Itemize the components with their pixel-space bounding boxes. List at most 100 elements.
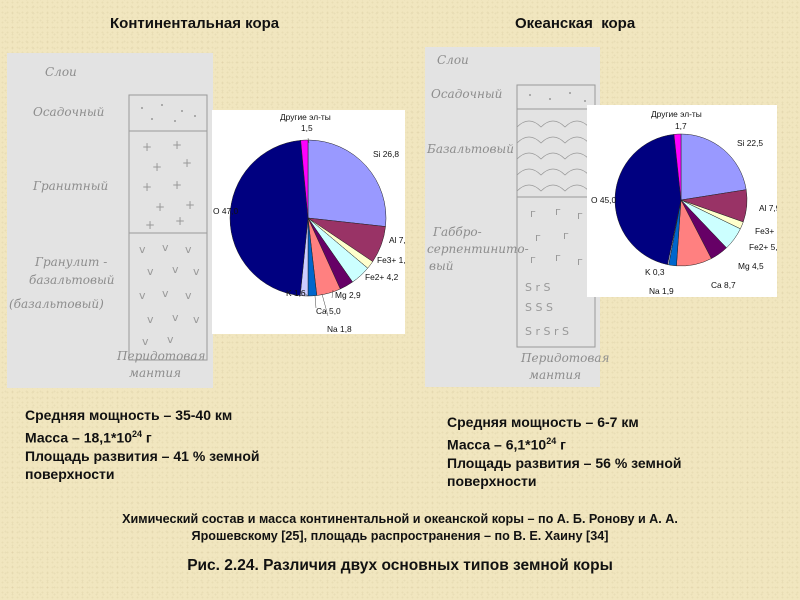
svg-text:г: г [555, 251, 561, 264]
svg-text:v: v [193, 313, 200, 326]
oceanic-label-o: O 45,0 [591, 195, 616, 205]
oceanic-layer-mantle-2: мантия [529, 368, 582, 382]
continental-label-na: Na 1,8 [327, 324, 352, 334]
source-caption-line2: Ярошевскому [25], площадь распространени… [191, 529, 609, 543]
continental-layers-header: Слои [45, 65, 77, 79]
svg-text:v: v [167, 333, 174, 346]
svg-text:+: + [182, 156, 192, 170]
continental-area-2: поверхности [25, 466, 115, 483]
oceanic-pie-slice-0 [680, 133, 747, 201]
svg-text:+: + [172, 138, 182, 152]
continental-label-k: K 1,6 [286, 288, 306, 298]
svg-text:v: v [142, 335, 149, 348]
oceanic-label-mg: Mg 4,5 [738, 261, 764, 271]
continental-pie-slice-9 [300, 139, 309, 219]
oceanic-layer-basalt: Базальтовый [427, 142, 514, 156]
svg-text:+: + [152, 160, 162, 174]
continental-heading: Континентальная кора [110, 15, 280, 32]
svg-text:г: г [535, 231, 541, 244]
svg-text:г: г [555, 205, 561, 218]
oceanic-layer-serpentinite: серпентинито- [427, 242, 529, 256]
oceanic-pie-slice-8 [614, 134, 682, 265]
oceanic-label-k: K 0,3 [645, 267, 665, 277]
continental-label-fe3: Fe3+ 1,7 [377, 255, 405, 265]
continental-layer-basalt-alt: (базальтовый) [9, 297, 104, 311]
continental-label-other: Другие эл-ты [280, 112, 331, 122]
continental-pie-slice-0 [307, 139, 387, 227]
oceanic-area-2: поверхности [447, 473, 537, 490]
continental-layer-sedimentary: Осадочный [33, 105, 105, 119]
svg-text:+: + [142, 140, 152, 154]
svg-text:v: v [162, 241, 169, 254]
svg-text:S S S: S S S [525, 301, 553, 314]
oceanic-layer-serpentinite-2: вый [429, 259, 454, 273]
oceanic-label-other: Другие эл-ты [651, 109, 702, 119]
svg-text:v: v [162, 287, 169, 300]
svg-text:S r S: S r S [525, 281, 550, 294]
continental-label-other-value: 1,5 [301, 123, 313, 133]
continental-layer-granulite: Гранулит - [35, 255, 108, 269]
continental-label-fe2: Fe2+ 4,2 [365, 272, 399, 282]
oceanic-heading: Океанская кора [515, 15, 636, 32]
oceanic-pie-card: Другие эл-ты 1,7 Si 22,5 Al 7,9 Fe3+ 1,8… [587, 105, 777, 297]
continental-area: Площадь развития – 41 % земной [25, 447, 260, 464]
oceanic-layers-header: Слои [437, 53, 469, 67]
source-caption: Химический состав и масса континентально… [30, 511, 770, 545]
svg-text:+: + [145, 218, 155, 232]
figure-title: Рис. 2.24. Различия двух основных типов … [187, 557, 613, 574]
oceanic-label-al: Al 7,9 [759, 203, 777, 213]
continental-composition-pie: Другие эл-ты 1,5 Si 26,8 Al 7,7 Fe3+ 1,7… [213, 112, 405, 334]
source-caption-line1: Химический состав и масса континентально… [122, 512, 678, 526]
continental-layer-mantle: Перидотовая [117, 349, 206, 363]
svg-text:+: + [155, 200, 165, 214]
svg-text:S r S r S: S r S r S [525, 325, 569, 338]
svg-text:+: + [172, 178, 182, 192]
svg-text:г: г [530, 253, 536, 266]
oceanic-label-fe3: Fe3+ 1,8 [755, 226, 777, 236]
continental-mass: Масса – 18,1*1024 г [25, 428, 152, 446]
continental-layer-mantle-2: мантия [129, 366, 182, 380]
oceanic-label-si: Si 22,5 [737, 138, 763, 148]
oceanic-label-na: Na 1,9 [649, 286, 674, 296]
oceanic-mass: Масса – 6,1*1024 г [447, 435, 566, 453]
svg-text:v: v [172, 263, 179, 276]
oceanic-label-other-value: 1,7 [675, 121, 687, 131]
oceanic-stats: Средняя мощность – 6-7 км Масса – 6,1*10… [447, 413, 682, 491]
svg-text:г: г [577, 255, 583, 268]
svg-text:v: v [172, 311, 179, 324]
oceanic-layer-gabbro: Габбро- [433, 225, 482, 239]
svg-text:v: v [147, 265, 154, 278]
svg-text:г: г [563, 229, 569, 242]
continental-label-o: O 47,0 [213, 206, 238, 216]
svg-text:v: v [193, 265, 200, 278]
svg-text:v: v [185, 243, 192, 256]
svg-text:v: v [147, 313, 154, 326]
continental-layer-basalt: базальтовый [29, 273, 115, 287]
continental-label-mg: Mg 2,9 [335, 290, 361, 300]
oceanic-label-ca: Ca 8,7 [711, 280, 736, 290]
continental-label-al: Al 7,7 [389, 235, 405, 245]
oceanic-label-fe2: Fe2+ 5,7 [749, 242, 777, 252]
continental-label-ca: Ca 5,0 [316, 306, 341, 316]
oceanic-area: Площадь развития – 56 % земной [447, 454, 682, 471]
svg-text:г: г [530, 207, 536, 220]
oceanic-thickness: Средняя мощность – 6-7 км [447, 414, 639, 430]
continental-stats: Средняя мощность – 35-40 км Масса – 18,1… [25, 406, 260, 484]
svg-text:v: v [185, 289, 192, 302]
svg-text:+: + [185, 198, 195, 212]
oceanic-pie-slice-9 [673, 133, 682, 201]
continental-pie-card: Другие эл-ты 1,5 Si 26,8 Al 7,7 Fe3+ 1,7… [212, 110, 405, 334]
continental-label-si: Si 26,8 [373, 149, 399, 159]
svg-text:г: г [577, 209, 583, 222]
svg-text:+: + [142, 180, 152, 194]
continental-pie-slice-8 [229, 140, 309, 296]
oceanic-composition-pie: Другие эл-ты 1,7 Si 22,5 Al 7,9 Fe3+ 1,8… [591, 109, 777, 296]
continental-layer-granite: Гранитный [33, 179, 109, 193]
oceanic-layer-sedimentary: Осадочный [431, 87, 503, 101]
svg-text:v: v [139, 243, 146, 256]
continental-thickness: Средняя мощность – 35-40 км [25, 407, 233, 423]
svg-text:v: v [139, 289, 146, 302]
oceanic-layer-mantle: Перидотовая [521, 351, 610, 365]
